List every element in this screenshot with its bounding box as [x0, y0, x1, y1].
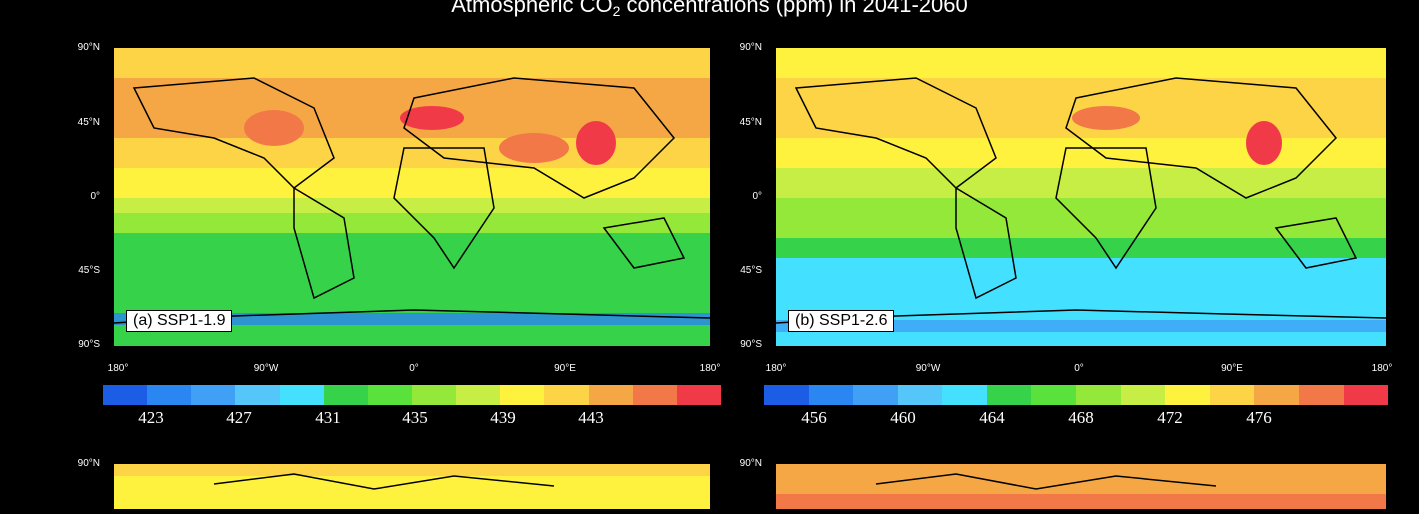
colorbar-a-swatch-5: [323, 385, 368, 405]
colorbar-a-swatch-10: [544, 385, 589, 405]
colorbar-b-tick-3: 468: [1068, 408, 1094, 427]
colorbar-a: [102, 384, 722, 406]
colorbar-b-swatch-2: [853, 385, 898, 405]
colorbar-b-swatch-6: [1031, 385, 1077, 405]
colorbar-a-swatch-6: [367, 385, 412, 405]
lat-label-b-0: 0°: [752, 191, 762, 202]
colorbar-b-tick-0: 456: [801, 408, 827, 427]
colorbar-a-tick-4: 439: [490, 408, 516, 427]
lon-label-b-180e: 180°: [1371, 363, 1393, 374]
colorbar-b: [763, 384, 1389, 406]
colorbar-a-tick-0: 423: [138, 408, 164, 427]
map-panel-b-field: [775, 48, 1387, 346]
colorbar-b-tick-4: 472: [1157, 408, 1183, 427]
colorbar-a-tick-1: 427: [226, 408, 252, 427]
colorbar-a-swatch-4: [279, 385, 324, 405]
colorbar-b-swatch-7: [1076, 385, 1121, 405]
colorbar-a-swatch-11: [588, 385, 633, 405]
lat-label-b-45s: 45°S: [740, 265, 762, 276]
lon-label-b-0: 0°: [1074, 363, 1084, 374]
lat-label-c-90n: 90°N: [77, 458, 100, 469]
lon-label-a-180e: 180°: [699, 363, 721, 374]
map-panel-c-field: [114, 464, 710, 509]
lat-label-a-90s: 90°S: [78, 339, 100, 350]
colorbar-a-swatch-0: [103, 385, 148, 405]
lon-label-a-180w: 180°: [107, 363, 129, 374]
figure-title: Atmospheric CO2 concentrations (ppm) in …: [451, 0, 968, 19]
map-panel-a-field: [113, 48, 711, 346]
lon-label-b-90e: 90°E: [1221, 363, 1243, 374]
lat-label-d-90n: 90°N: [739, 458, 762, 469]
colorbar-b-swatch-9: [1165, 385, 1210, 405]
colorbar-b-tick-2: 464: [979, 408, 1005, 427]
lat-label-a-90n: 90°N: [77, 42, 100, 53]
map-panel-d-field: [776, 464, 1386, 509]
colorbar-b-swatch-4: [942, 385, 987, 405]
colorbar-a-tick-3: 435: [402, 408, 428, 427]
colorbar-a-swatch-8: [456, 385, 501, 405]
colorbar-a-swatch-2: [191, 385, 236, 405]
map-panel-b: (b) SSP1-2.6: [775, 48, 1387, 346]
lon-label-b-180w: 180°: [765, 363, 787, 374]
lat-label-b-90s: 90°S: [740, 339, 762, 350]
map-panel-c: [114, 464, 710, 509]
colorbar-b-swatch-1: [808, 385, 854, 405]
colorbar-a-swatch-3: [235, 385, 280, 405]
colorbar-b-swatch-10: [1209, 385, 1255, 405]
lon-label-b-90w: 90°W: [915, 363, 941, 374]
colorbar-b-swatch-8: [1120, 385, 1166, 405]
lon-label-a-90w: 90°W: [253, 363, 279, 374]
colorbar-b-swatch-0: [764, 385, 809, 405]
colorbar-b-tick-5: 476: [1246, 408, 1272, 427]
lat-label-a-45n: 45°N: [77, 117, 100, 128]
panel-b-label: (b) SSP1-2.6: [788, 310, 895, 332]
colorbar-a-swatch-7: [411, 385, 457, 405]
lat-label-a-45s: 45°S: [78, 265, 100, 276]
colorbar-b-swatch-5: [986, 385, 1032, 405]
lon-label-a-0: 0°: [409, 363, 419, 374]
colorbar-a-swatch-1: [147, 385, 192, 405]
colorbar-b-swatch-11: [1254, 385, 1299, 405]
lat-label-a-0: 0°: [90, 191, 100, 202]
lat-label-b-45n: 45°N: [739, 117, 762, 128]
lat-label-b-90n: 90°N: [739, 42, 762, 53]
colorbar-b-tick-1: 460: [890, 408, 916, 427]
map-panel-d: [776, 464, 1386, 509]
colorbar-a-swatch-13: [676, 385, 721, 405]
colorbar-a-tick-5: 443: [578, 408, 604, 427]
colorbar-b-swatch-3: [897, 385, 943, 405]
lon-label-a-90e: 90°E: [554, 363, 576, 374]
colorbar-b-swatch-13: [1343, 385, 1389, 405]
colorbar-b-swatch-12: [1298, 385, 1344, 405]
map-panel-a: (a) SSP1-1.9: [113, 48, 711, 346]
panel-a-label: (a) SSP1-1.9: [126, 310, 233, 332]
colorbar-a-tick-2: 431: [315, 408, 341, 427]
colorbar-a-swatch-12: [632, 385, 677, 405]
colorbar-a-swatch-9: [500, 385, 545, 405]
